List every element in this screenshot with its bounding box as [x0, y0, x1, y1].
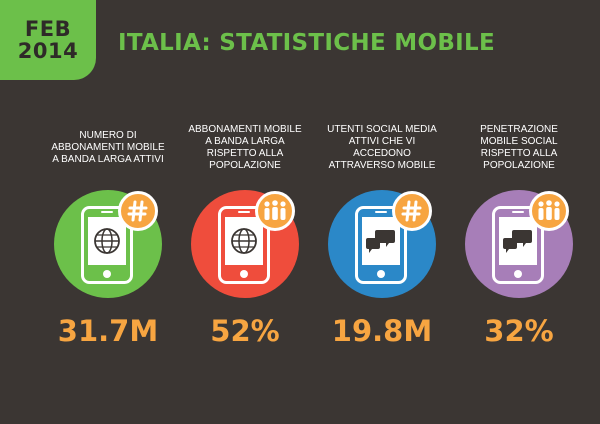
globe-icon [94, 228, 120, 254]
badge-circle [118, 191, 158, 231]
stat-description: UTENTI SOCIAL MEDIA ATTIVI CHE VI ACCEDO… [327, 124, 437, 171]
stat-circle [191, 190, 299, 298]
page-title: ITALIA: STATISTICHE MOBILE [118, 30, 495, 56]
smartphone-icon [81, 206, 133, 284]
stat-circle [328, 190, 436, 298]
smartphone-icon [492, 206, 544, 284]
stat-value: 31.7M [57, 314, 159, 348]
smartphone-icon [218, 206, 270, 284]
stat-circle [54, 190, 162, 298]
stat-description: PENETRAZIONE MOBILE SOCIAL RISPETTO ALLA… [480, 124, 558, 171]
stat-circle [465, 190, 573, 298]
hashtag-icon [401, 200, 422, 222]
stat-value: 32% [484, 314, 554, 348]
people-icon [538, 200, 560, 220]
badge-year: 2014 [17, 39, 79, 63]
badge-circle [255, 191, 295, 231]
stat-description: NUMERO DI ABBONAMENTI MOBILE A BANDA LAR… [51, 130, 165, 165]
stat-description: ABBONAMENTI MOBILE A BANDA LARGA RISPETT… [188, 124, 302, 171]
badge-circle [392, 191, 432, 231]
globe-icon [231, 228, 257, 254]
chat-bubbles-icon [503, 230, 532, 253]
stat-value: 52% [210, 314, 280, 348]
badge-circle [529, 191, 569, 231]
smartphone-icon [355, 206, 407, 284]
date-badge: FEB 2014 [0, 0, 96, 80]
badge-month: FEB [24, 17, 72, 41]
stat-value: 19.8M [331, 314, 433, 348]
people-icon [264, 200, 286, 220]
chat-bubbles-icon [366, 230, 395, 253]
hashtag-icon [127, 200, 148, 222]
